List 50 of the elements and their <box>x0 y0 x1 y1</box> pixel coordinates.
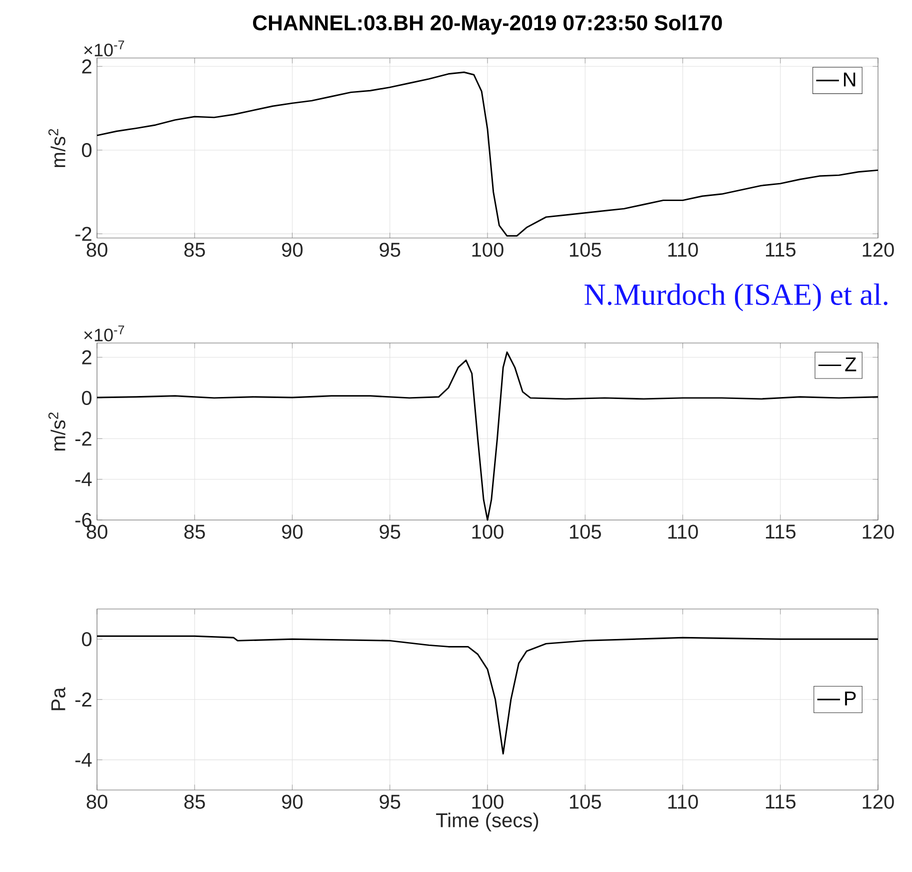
x-tick-label: 105 <box>570 242 601 257</box>
y-tick-label: 0 <box>82 390 92 405</box>
x-tick-label: 95 <box>380 524 400 539</box>
x-tick-label: 100 <box>472 524 504 539</box>
y-axis-title: Pa <box>51 687 66 710</box>
x-tick-label: 100 <box>472 794 504 809</box>
x-tick-label: 80 <box>86 524 108 539</box>
x-tick-label: 95 <box>380 794 400 809</box>
x-tick-label: 90 <box>282 794 303 809</box>
x-tick-label: 85 <box>184 524 205 539</box>
y-tick-label: 0 <box>82 632 92 646</box>
y-tick-label: -4 <box>75 472 92 486</box>
x-tick-label: 85 <box>184 242 205 257</box>
x-tick-label: 110 <box>668 524 698 539</box>
legend-label: P <box>845 692 856 706</box>
x-tick-label: 120 <box>862 242 894 257</box>
chart-title: CHANNEL:03.BH 20-May-2019 07:23:50 Sol170 <box>253 14 722 35</box>
legend-label: Z <box>845 357 856 372</box>
y-tick-label: -4 <box>75 752 92 767</box>
x-tick-label: 80 <box>86 794 108 809</box>
legend-label: N <box>844 72 856 86</box>
x-tick-label: 105 <box>570 524 601 539</box>
x-tick-label: 85 <box>184 794 205 809</box>
x-tick-label: 90 <box>282 242 303 257</box>
y-tick-label: -6 <box>75 512 92 528</box>
x-tick-label: 80 <box>86 242 108 257</box>
y-tick-label: 0 <box>82 143 92 158</box>
y-tick-label: 2 <box>82 59 92 74</box>
x-tick-label: 115 <box>766 242 796 257</box>
line-series <box>96 635 879 755</box>
x-tick-label: 115 <box>766 524 796 539</box>
x-axis-title: Time (secs) <box>436 812 538 832</box>
y-axis-title: m/s$^{2}$ <box>48 129 66 168</box>
x-tick-label: 115 <box>766 794 796 809</box>
x-tick-label: 120 <box>862 524 894 539</box>
y-tick-label: -2 <box>75 432 92 446</box>
y-tick-label: -2 <box>75 692 92 706</box>
x-tick-label: 110 <box>668 242 698 257</box>
x-tick-label: 105 <box>570 794 601 809</box>
y-tick-label: 2 <box>82 350 92 364</box>
x-tick-label: 90 <box>282 524 303 539</box>
x-tick-label: 110 <box>668 794 698 809</box>
x-tick-label: 120 <box>862 794 894 809</box>
y-tick-label: -2 <box>75 226 92 241</box>
text: N.Murdoch (ISAE) et al. <box>584 283 888 312</box>
x-tick-label: 95 <box>380 242 400 257</box>
text: ×10$^{-7}$ <box>84 40 124 56</box>
x-tick-label: 100 <box>472 242 504 257</box>
y-axis-title: m/s$^{2}$ <box>48 412 66 451</box>
text: ×10$^{-7}$ <box>84 326 124 342</box>
